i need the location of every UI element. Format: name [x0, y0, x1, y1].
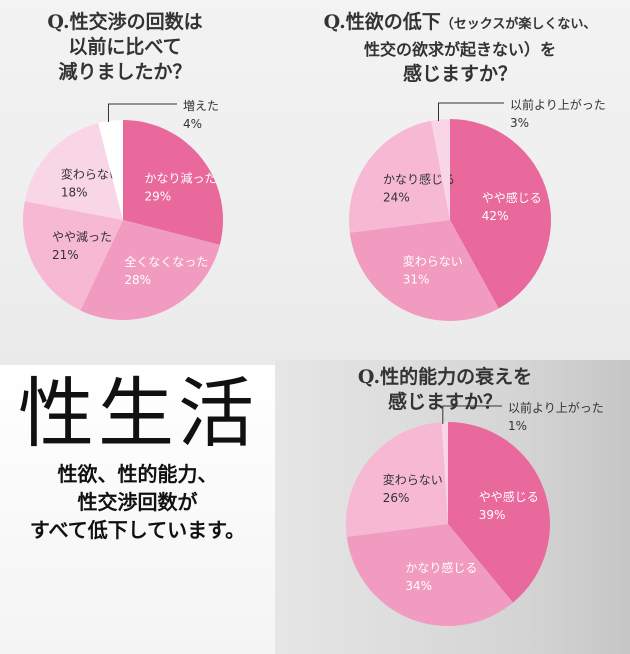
slice-label: 増えた 4%	[183, 99, 219, 131]
chart2-title-line: 感じますか？	[402, 63, 517, 85]
chart2-title: Q.性欲の低下（セックスが楽しくない、 性交の欲求が起きない）を 感じますか？	[290, 10, 630, 87]
slice-name: 以前より上がった	[508, 400, 604, 415]
slice-name: かなり減った	[144, 170, 216, 185]
slice-value: 29%	[144, 189, 171, 203]
slice-name: かなり感じる	[383, 171, 455, 186]
chart1-title-line: 減りましたか？	[58, 61, 192, 83]
slice-label: 以前より上がった 1%	[508, 400, 604, 433]
slice-name: 変わらない	[403, 253, 463, 268]
slice-value: 18%	[61, 185, 88, 199]
slice-value: 1%	[508, 419, 527, 433]
pie-slice	[345, 422, 448, 537]
slice-label: 変わらない 18%	[61, 166, 121, 199]
slice-name: やや感じる	[479, 489, 539, 504]
chart2-title-line: 性交の欲求が起きない）を	[363, 40, 556, 59]
slice-label: 変わらない 26%	[383, 472, 443, 505]
slice-label: かなり減った 29%	[144, 170, 216, 203]
pie-slice	[441, 422, 448, 524]
slice-value: 34%	[405, 579, 432, 593]
slice-value: 39%	[479, 508, 506, 522]
pie-slice	[450, 119, 552, 309]
leader-line	[437, 102, 504, 121]
slice-value: 3%	[510, 116, 529, 130]
headline-line: すべて低下しています。	[29, 518, 246, 542]
slice-label: 以前より上がった 3%	[510, 97, 606, 130]
chart2-title-line: （セックスが楽しくない、	[440, 17, 597, 32]
pie-slice	[349, 220, 499, 322]
slice-name: やや感じる	[482, 190, 542, 205]
headline-subtitle: 性欲、性的能力、 性交渉回数が すべて低下しています。	[0, 460, 275, 544]
chart1-title-line: 以前に比べて	[68, 36, 182, 58]
chart1-title-line: Q.性交渉の回数は	[47, 11, 203, 33]
pie-slice	[24, 123, 124, 220]
pie-slice	[448, 422, 550, 603]
slice-value: 26%	[383, 491, 410, 505]
headline-line: 性交渉回数が	[77, 490, 198, 514]
leader-line	[442, 405, 502, 424]
slice-name: 以前より上がった	[510, 97, 606, 112]
slice-label: かなり感じる 34%	[405, 560, 477, 593]
slice-value: 31%	[403, 272, 430, 286]
slice-name: かなり感じる	[405, 560, 477, 575]
pie-slice	[80, 220, 220, 320]
slice-label: やや感じる 42%	[482, 190, 542, 223]
slice-name: やや減った	[52, 229, 112, 244]
chart3-title-line: Q.性的能力の衰えを	[357, 366, 533, 388]
slice-value: 42%	[482, 209, 509, 223]
headline-panel: 性生活 性欲、性的能力、 性交渉回数が すべて低下しています。	[0, 365, 275, 654]
pie-slice	[431, 119, 450, 220]
pie-slice	[349, 120, 450, 233]
chart2-title-line: Q.性欲の低下	[323, 11, 441, 33]
chart3-title: Q.性的能力の衰えを 感じますか？	[330, 365, 560, 415]
chart1-title: Q.性交渉の回数は 以前に比べて 減りましたか？	[10, 10, 240, 85]
slice-label: 変わらない 31%	[403, 253, 463, 286]
slice-name: 変わらない	[383, 472, 443, 487]
slice-name: 変わらない	[61, 166, 121, 181]
slice-label: かなり感じる 24%	[383, 171, 455, 204]
pie-slice	[346, 524, 514, 627]
slice-value: 21%	[52, 248, 79, 262]
slice-name: 全くなくなった	[124, 254, 208, 269]
leader-line	[107, 103, 177, 122]
chart3-title-line: 感じますか？	[387, 391, 502, 413]
slice-label: やや感じる 39%	[479, 489, 539, 522]
slice-label: やや減った 21%	[52, 229, 112, 262]
slice-name: 増えた	[183, 99, 219, 113]
slice-value: 24%	[383, 190, 410, 204]
slice-value: 28%	[124, 273, 151, 287]
pie-slice	[98, 120, 123, 220]
headline-title: 性生活	[18, 369, 258, 458]
slice-label: 全くなくなった 28%	[124, 254, 208, 287]
pie-slice	[123, 120, 224, 245]
slice-value: 4%	[183, 117, 202, 131]
headline-line: 性欲、性的能力、	[57, 462, 218, 486]
pie-slice	[23, 201, 124, 311]
